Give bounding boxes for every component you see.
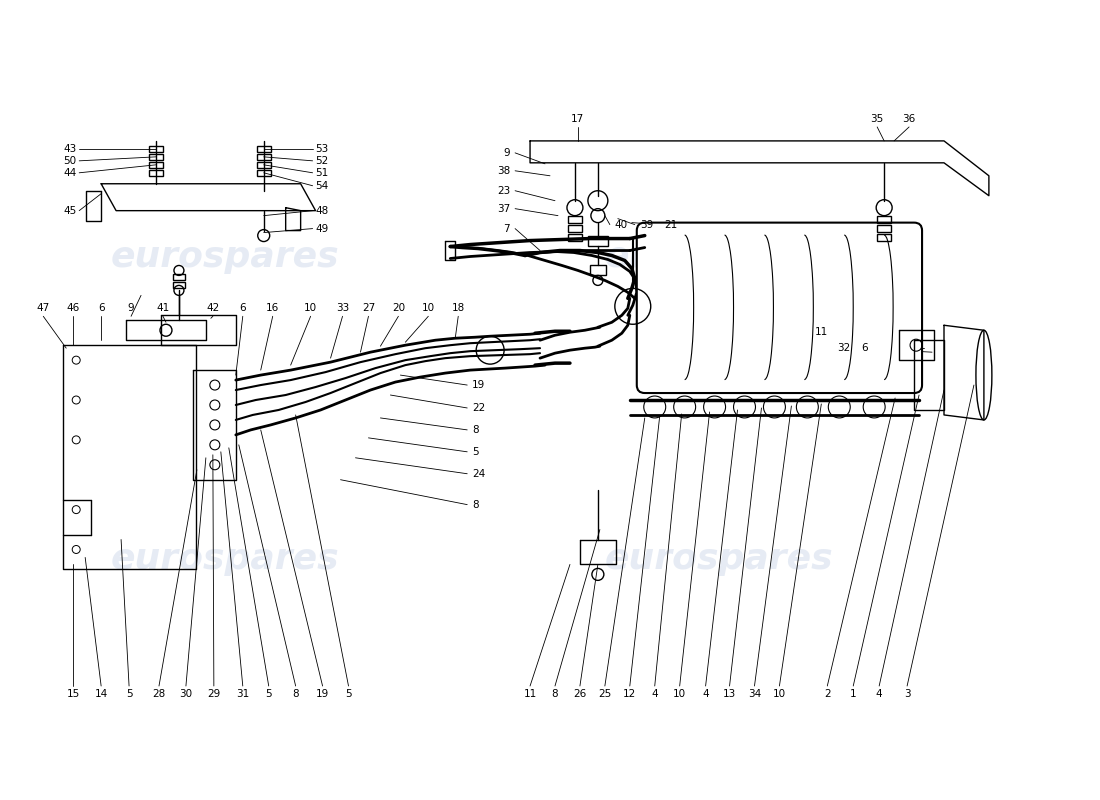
Text: 46: 46 xyxy=(67,303,80,314)
Text: 8: 8 xyxy=(552,689,559,699)
Text: 9: 9 xyxy=(128,303,134,314)
Bar xyxy=(256,162,271,168)
Bar xyxy=(148,146,163,152)
Text: 48: 48 xyxy=(316,206,329,216)
Bar xyxy=(173,282,185,288)
Text: 29: 29 xyxy=(207,689,220,699)
Text: 5: 5 xyxy=(125,689,132,699)
Text: 21: 21 xyxy=(664,220,678,230)
Text: 40: 40 xyxy=(615,220,628,230)
Bar xyxy=(148,170,163,176)
Text: 19: 19 xyxy=(472,380,485,390)
Text: 10: 10 xyxy=(773,689,786,699)
Text: 31: 31 xyxy=(236,689,250,699)
Bar xyxy=(568,234,582,241)
Text: 28: 28 xyxy=(153,689,166,699)
Text: 23: 23 xyxy=(497,186,510,196)
Text: eurospares: eurospares xyxy=(111,239,340,274)
Text: 39: 39 xyxy=(640,220,653,230)
Bar xyxy=(148,162,163,168)
Text: 36: 36 xyxy=(902,114,915,124)
Bar xyxy=(148,154,163,160)
Text: 52: 52 xyxy=(316,156,329,166)
Text: 50: 50 xyxy=(63,156,76,166)
Text: 54: 54 xyxy=(316,181,329,190)
Bar xyxy=(568,216,582,222)
Text: 51: 51 xyxy=(316,168,329,178)
Text: 44: 44 xyxy=(63,168,76,178)
Bar xyxy=(568,225,582,231)
Bar xyxy=(877,234,891,241)
Text: 43: 43 xyxy=(63,144,76,154)
Text: 22: 22 xyxy=(472,403,485,413)
Bar xyxy=(877,216,891,222)
Text: 4: 4 xyxy=(876,689,882,699)
Text: 5: 5 xyxy=(265,689,272,699)
Text: 3: 3 xyxy=(904,689,911,699)
Text: 17: 17 xyxy=(571,114,584,124)
Text: 12: 12 xyxy=(624,689,637,699)
Text: 6: 6 xyxy=(861,343,868,353)
Text: 5: 5 xyxy=(472,447,478,457)
Text: 47: 47 xyxy=(36,303,50,314)
Text: 14: 14 xyxy=(95,689,108,699)
Text: 41: 41 xyxy=(156,303,169,314)
Text: 13: 13 xyxy=(723,689,736,699)
Text: 25: 25 xyxy=(598,689,612,699)
Text: 8: 8 xyxy=(472,500,478,510)
Bar xyxy=(587,235,608,246)
Text: 10: 10 xyxy=(673,689,686,699)
Text: 1: 1 xyxy=(850,689,857,699)
Text: 27: 27 xyxy=(362,303,375,314)
Text: 32: 32 xyxy=(837,343,850,353)
Bar xyxy=(590,266,606,275)
Text: eurospares: eurospares xyxy=(605,542,834,577)
Text: 15: 15 xyxy=(67,689,80,699)
Text: 53: 53 xyxy=(316,144,329,154)
Text: 34: 34 xyxy=(748,689,761,699)
Text: 20: 20 xyxy=(392,303,405,314)
Text: 38: 38 xyxy=(497,166,510,176)
Text: eurospares: eurospares xyxy=(111,542,340,577)
Text: 45: 45 xyxy=(63,206,76,216)
Text: 2: 2 xyxy=(824,689,830,699)
Text: 35: 35 xyxy=(870,114,883,124)
Text: 24: 24 xyxy=(472,469,485,478)
Text: 26: 26 xyxy=(573,689,586,699)
Text: 6: 6 xyxy=(98,303,104,314)
Text: 33: 33 xyxy=(336,303,349,314)
Text: 37: 37 xyxy=(497,204,510,214)
Text: 5: 5 xyxy=(345,689,352,699)
Text: 10: 10 xyxy=(304,303,317,314)
Bar xyxy=(173,274,185,281)
Text: 42: 42 xyxy=(206,303,220,314)
Text: 4: 4 xyxy=(702,689,708,699)
Text: 19: 19 xyxy=(316,689,329,699)
Text: 4: 4 xyxy=(651,689,658,699)
FancyBboxPatch shape xyxy=(637,222,922,393)
Text: 7: 7 xyxy=(504,223,510,234)
Text: 9: 9 xyxy=(504,148,510,158)
Text: 8: 8 xyxy=(472,425,478,435)
Bar xyxy=(256,154,271,160)
Text: eurospares: eurospares xyxy=(605,239,834,274)
Text: 16: 16 xyxy=(266,303,279,314)
Text: 10: 10 xyxy=(421,303,434,314)
Text: 49: 49 xyxy=(316,223,329,234)
Text: 30: 30 xyxy=(179,689,192,699)
Bar xyxy=(877,225,891,231)
Text: 11: 11 xyxy=(524,689,537,699)
Text: 18: 18 xyxy=(452,303,465,314)
Text: 8: 8 xyxy=(293,689,299,699)
Bar xyxy=(256,170,271,176)
Text: 11: 11 xyxy=(814,327,827,338)
Text: 6: 6 xyxy=(240,303,246,314)
Bar xyxy=(256,146,271,152)
